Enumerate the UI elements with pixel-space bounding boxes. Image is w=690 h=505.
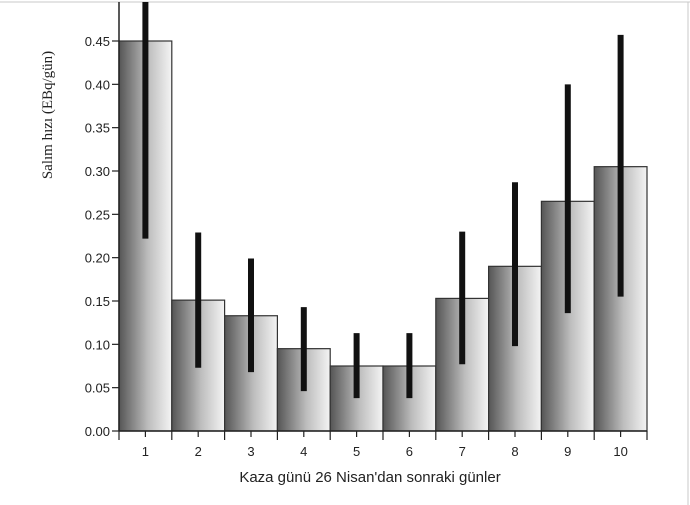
x-axis-title: Kaza günü 26 Nisan'dan sonraki günler xyxy=(239,469,500,486)
x-tick-label-6: 6 xyxy=(406,444,413,459)
y-tick-label-0.25: 0.25 xyxy=(85,207,110,222)
error-bars-group xyxy=(142,2,624,399)
x-tick-label-10: 10 xyxy=(613,444,627,459)
y-tick-label-0.45: 0.45 xyxy=(85,34,110,49)
x-tick-label-3: 3 xyxy=(247,444,254,459)
y-tick-label-0.20: 0.20 xyxy=(85,251,110,266)
y-tick-label-0.00: 0.00 xyxy=(85,424,110,439)
y-tick-label-0.35: 0.35 xyxy=(85,121,110,136)
y-tick-label-0.30: 0.30 xyxy=(85,164,110,179)
x-tick-label-2: 2 xyxy=(195,444,202,459)
x-axis: 1 2 3 4 5 6 7 8 9 10 xyxy=(118,430,648,459)
y-tick-label-0.10: 0.10 xyxy=(85,337,110,352)
x-tick-label-5: 5 xyxy=(353,444,360,459)
x-tick-label-8: 8 xyxy=(511,444,518,459)
x-tick-label-7: 7 xyxy=(459,444,466,459)
x-tick-label-9: 9 xyxy=(564,444,571,459)
y-tick-label-0.05: 0.05 xyxy=(85,381,110,396)
y-axis: 0.00 0.05 0.10 0.15 0.20 0.25 0.30 0.35 0.40 0.45 xyxy=(85,2,120,439)
x-tick-label-1: 1 xyxy=(142,444,149,459)
x-tick-label-4: 4 xyxy=(300,444,307,459)
y-tick-label-0.40: 0.40 xyxy=(85,77,110,92)
y-axis-title: Salım hızı (EBq/gün) xyxy=(40,51,56,179)
y-tick-label-0.15: 0.15 xyxy=(85,294,110,309)
